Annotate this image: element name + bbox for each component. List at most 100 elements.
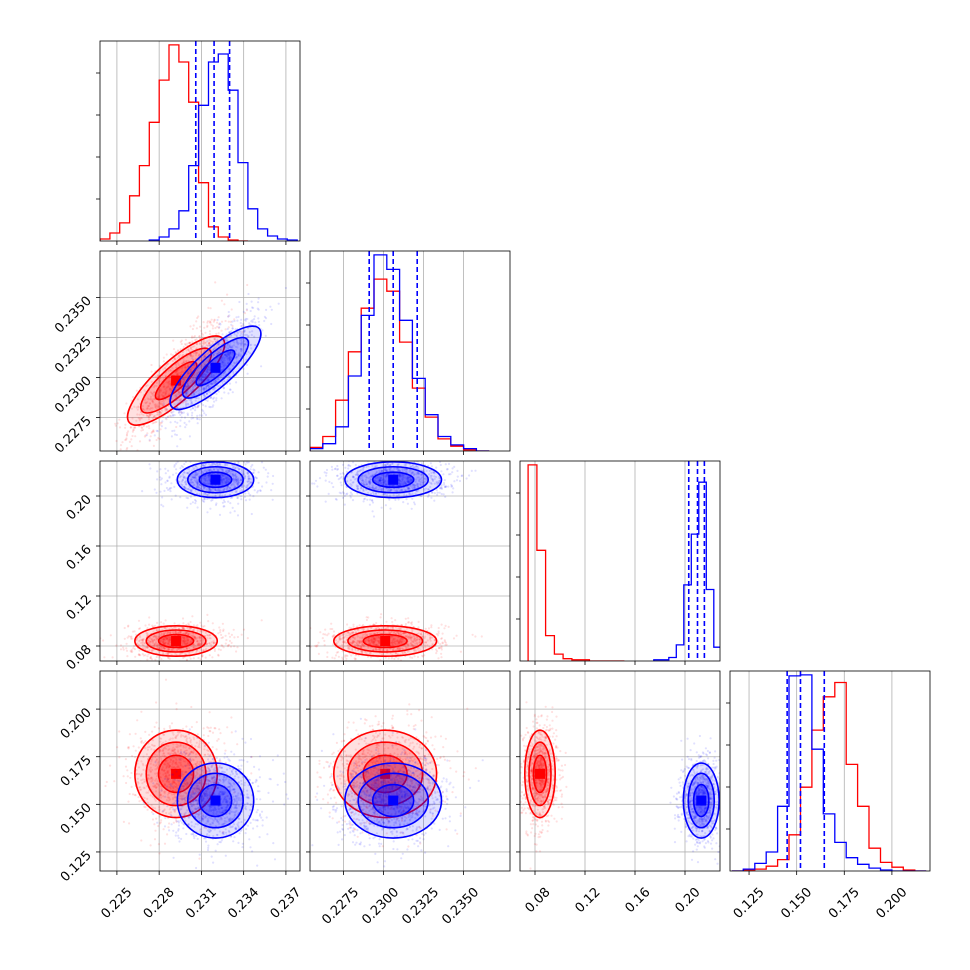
scatter-point	[186, 374, 189, 377]
scatter-point	[199, 630, 202, 633]
scatter-point	[227, 315, 230, 318]
scatter-point	[168, 639, 171, 642]
scatter-point	[257, 297, 260, 300]
scatter-point	[130, 407, 133, 410]
scatter-point	[212, 320, 215, 323]
scatter-point	[164, 472, 167, 475]
scatter-point	[180, 383, 183, 386]
scatter-point	[204, 656, 207, 659]
scatter-point	[212, 457, 214, 459]
scatter-point	[233, 481, 236, 484]
scatter-point	[141, 641, 144, 644]
scatter-point	[147, 398, 150, 401]
scatter-point	[216, 325, 219, 328]
scatter-point	[161, 646, 164, 649]
scatter-point	[184, 401, 187, 404]
scatter-point	[119, 448, 122, 451]
scatter-point	[119, 644, 123, 647]
scatter-point	[237, 342, 240, 345]
scatter-point	[390, 657, 393, 660]
scatter-point	[305, 644, 307, 646]
scatter-point	[181, 626, 184, 630]
scatter-point	[471, 633, 474, 636]
scatter-point	[213, 359, 216, 362]
scatter-point	[156, 411, 159, 414]
scatter-point	[160, 421, 163, 424]
scatter-point	[229, 645, 233, 648]
scatter-point	[228, 350, 231, 353]
scatter-point	[201, 630, 204, 633]
scatter-point	[202, 404, 205, 407]
scatter-point	[226, 358, 229, 361]
scatter-point	[197, 387, 201, 390]
scatter-point	[194, 338, 197, 342]
scatter-point	[215, 392, 218, 396]
scatter-point	[227, 344, 230, 347]
scatter-point	[201, 375, 204, 378]
scatter-point	[155, 641, 158, 644]
scatter-point	[209, 340, 212, 343]
scatter-point	[210, 643, 213, 647]
scatter-point	[137, 643, 140, 647]
scatter-point	[174, 420, 177, 423]
scatter-point	[184, 366, 187, 369]
scatter-point	[222, 469, 225, 472]
scatter-point	[248, 322, 251, 325]
scatter-point	[198, 342, 201, 345]
scatter-point	[151, 417, 154, 420]
scatter-point	[231, 327, 234, 330]
scatter-point	[207, 352, 210, 355]
scatter-point	[222, 489, 225, 492]
scatter-point	[199, 630, 202, 633]
scatter-point	[380, 456, 382, 458]
scatter-point	[193, 379, 196, 382]
scatter-point	[142, 647, 145, 650]
scatter-point	[393, 657, 396, 661]
scatter-point	[440, 656, 443, 659]
scatter-point	[388, 664, 390, 666]
scatter-point	[153, 638, 156, 642]
scatter-point	[173, 626, 176, 629]
scatter-point	[208, 366, 211, 369]
scatter-point	[191, 388, 195, 391]
scatter-point	[185, 642, 189, 645]
scatter-point	[209, 356, 212, 359]
scatter-point	[242, 333, 245, 336]
scatter-point	[167, 653, 170, 656]
scatter-point	[177, 350, 180, 353]
scatter-point	[379, 616, 382, 619]
scatter-point	[200, 654, 204, 658]
scatter-point	[216, 318, 219, 322]
scatter-point	[236, 343, 239, 346]
scatter-point	[443, 663, 445, 665]
scatter-point	[162, 640, 165, 644]
scatter-point	[163, 385, 166, 388]
scatter-point	[165, 381, 168, 384]
scatter-point	[210, 382, 213, 385]
scatter-point	[232, 480, 235, 483]
scatter-point	[233, 333, 236, 336]
scatter-point	[208, 342, 211, 345]
scatter-point	[208, 642, 211, 645]
scatter-point	[182, 359, 185, 362]
scatter-point	[229, 502, 232, 505]
scatter-point	[429, 462, 432, 465]
scatter-point	[198, 414, 201, 417]
scatter-point	[223, 372, 226, 375]
scatter-point	[342, 456, 344, 458]
scatter-point	[159, 663, 161, 665]
scatter-point	[173, 622, 176, 625]
scatter-point	[203, 379, 206, 383]
scatter-point	[204, 378, 207, 381]
scatter-point	[155, 629, 158, 632]
scatter-point	[218, 626, 221, 629]
scatter-point	[181, 412, 184, 415]
scatter-point	[189, 489, 192, 492]
scatter-point	[171, 387, 174, 390]
scatter-point	[193, 476, 196, 479]
scatter-point	[175, 462, 178, 465]
scatter-point	[134, 426, 137, 429]
scatter-point	[192, 633, 195, 636]
scatter-point	[243, 330, 246, 333]
scatter-point	[213, 387, 216, 390]
